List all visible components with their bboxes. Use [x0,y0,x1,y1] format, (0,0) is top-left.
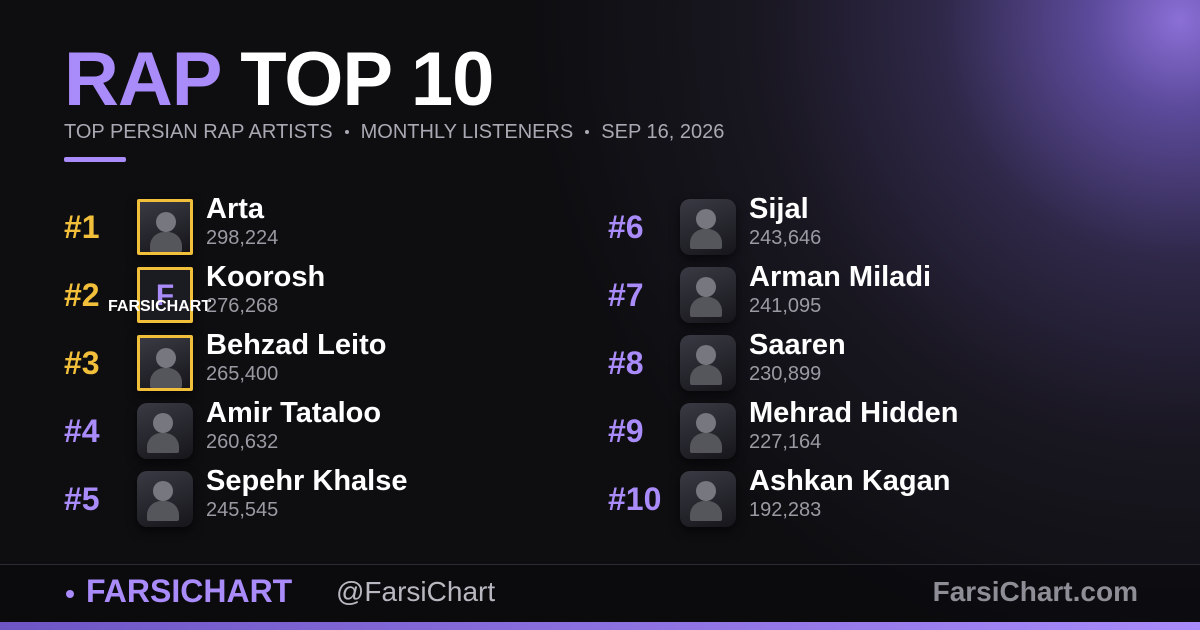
rank: #4 [64,413,100,449]
artist-row: #8 Saaren 230,899 [608,329,1128,395]
avatar-body [690,297,722,317]
footer-divider [0,564,1200,565]
brand-dot [66,590,74,598]
avatar-head [156,348,176,368]
listeners: 192,283 [749,499,822,521]
artist-row: #9 Mehrad Hidden 227,164 [608,397,1128,463]
avatar-letter: F [140,270,190,320]
avatar [137,199,193,255]
avatar-head [696,345,716,365]
listeners: 260,632 [206,431,279,453]
artist-row: #1 Arta 298,224 [64,193,584,259]
listeners: 230,899 [749,363,822,385]
artist-row: #2 F FARSICHART Koorosh 276,268 [64,261,584,327]
listeners: 276,268 [206,295,279,317]
artist-row: #7 Arman Miladi 241,095 [608,261,1128,327]
artist-row: #5 Sepehr Khalse 245,545 [64,465,584,531]
accent-rule [64,157,126,162]
avatar-head [696,209,716,229]
avatar [137,471,193,527]
rank: #6 [608,209,644,245]
listeners: 243,646 [749,227,822,249]
artist-row: #4 Amir Tataloo 260,632 [64,397,584,463]
avatar-caption: FARSICHART [108,298,212,315]
bottom-stripe [0,622,1200,630]
subtitle-part: SEP 16, 2026 [601,120,725,143]
avatar-body [690,433,722,453]
avatar [680,471,736,527]
artist-row: #6 Sijal 243,646 [608,193,1128,259]
rank: #10 [608,481,662,517]
handle: @FarsiChart [336,576,496,607]
site: FarsiChart.com [932,576,1138,607]
artist-name: Arman Miladi [749,261,932,293]
artist-name: Sepehr Khalse [206,465,408,497]
subtitle: TOP PERSIAN RAP ARTISTS MONTHLY LISTENER… [64,120,724,144]
avatar [680,403,736,459]
avatar [137,335,193,391]
avatar-head [696,413,716,433]
title: RAP TOP 10 [64,37,494,122]
rank: #5 [64,481,100,517]
subtitle-part: MONTHLY LISTENERS [360,120,574,143]
rank: #8 [608,345,644,381]
artist-name: Mehrad Hidden [749,397,959,429]
artist-name: Sijal [749,193,809,225]
rank: #7 [608,277,644,313]
listeners: 298,224 [206,227,279,249]
artist-name: Arta [206,193,265,225]
avatar-head [156,212,176,232]
artist-name: Ashkan Kagan [749,465,951,497]
artist-row: #10 Ashkan Kagan 192,283 [608,465,1128,531]
listeners: 265,400 [206,363,279,385]
footer: FARSICHART @FarsiChart FarsiChart.com [0,565,1200,622]
rank: #1 [64,209,100,245]
avatar [680,199,736,255]
avatar [680,267,736,323]
artist-name: Amir Tataloo [206,397,382,429]
artist-name: Saaren [749,329,846,361]
avatar-body [150,368,182,388]
brand: FARSICHART [86,573,293,609]
rank: #3 [64,345,100,381]
avatar-body [690,501,722,521]
separator [585,130,590,134]
rank: #2 [64,277,100,313]
artist-name: Behzad Leito [206,329,387,361]
artist-name: Koorosh [206,261,326,293]
listeners: 245,545 [206,499,279,521]
avatar-body [147,433,179,453]
avatar-body [147,501,179,521]
avatar-head [153,413,173,433]
avatar-body [690,365,722,385]
title-accent: RAP [64,37,221,122]
listeners: 227,164 [749,431,822,453]
title-main: TOP 10 [240,37,494,122]
avatar-head [696,277,716,297]
separator [344,130,349,134]
avatar [680,335,736,391]
avatar-body [690,229,722,249]
avatar-body [150,232,182,252]
avatar-head [153,481,173,501]
listeners: 241,095 [749,295,822,317]
subtitle-part: TOP PERSIAN RAP ARTISTS [64,120,333,143]
avatar: F FARSICHART [108,267,211,323]
artist-row: #3 Behzad Leito 265,400 [64,329,584,395]
avatar-head [696,481,716,501]
rank: #9 [608,413,644,449]
avatar [137,403,193,459]
